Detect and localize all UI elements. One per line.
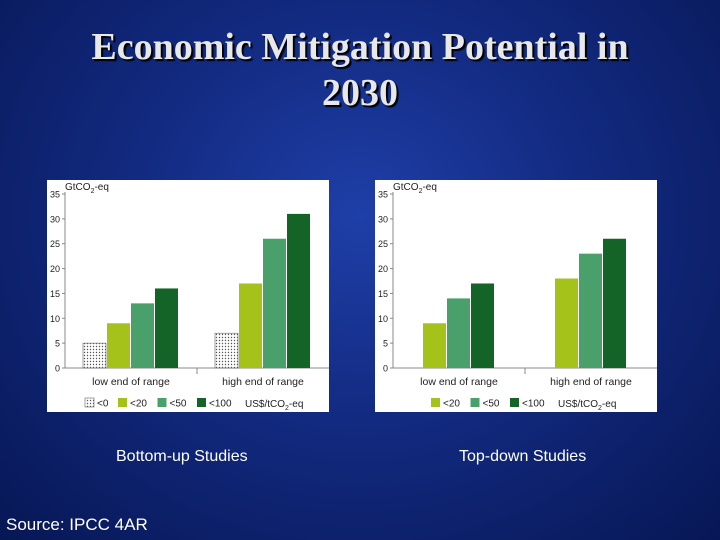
bar-lt0-high — [214, 332, 239, 369]
slide-title-line-2: 2030 — [322, 72, 398, 114]
y-tick-label: 25 — [378, 239, 388, 249]
bar-lt100-high — [287, 213, 310, 368]
legend-swatch-lt100 — [510, 398, 519, 407]
y-tick-label: 20 — [50, 264, 60, 274]
y-tick-label: 5 — [55, 339, 60, 349]
top-down-chart-panel: GtCO2-eq 0 5 10 15 20 25 30 35 low end of range hi… — [375, 180, 657, 412]
y-tick-label: 35 — [378, 190, 388, 200]
y-tick-label: 10 — [378, 314, 388, 324]
y-tick-label: 20 — [378, 264, 388, 274]
legend-swatch-lt50 — [470, 398, 480, 407]
bottom-up-caption: Bottom-up Studies — [116, 448, 248, 465]
y-tick-label: 30 — [50, 214, 60, 224]
legend-units-label: US$/tCO2-eq — [558, 399, 616, 412]
slide-title-line-1: Economic Mitigation Potential in — [91, 26, 629, 68]
legend-label-lt50: <50 — [483, 399, 500, 410]
x-category-label: low end of range — [420, 376, 498, 388]
bar-lt50-high — [263, 238, 286, 368]
legend-label-lt20: <20 — [443, 399, 460, 410]
y-tick-label: 30 — [378, 214, 388, 224]
y-tick-label: 5 — [383, 339, 388, 349]
legend-swatch-lt0 — [84, 397, 95, 408]
bottom-up-chart: GtCO2-eq 0 5 10 15 20 25 30 35 low end of range hi… — [50, 182, 329, 412]
y-tick-label: 35 — [50, 190, 60, 200]
legend-label-lt100: <100 — [209, 399, 232, 410]
y-tick-label: 15 — [50, 289, 60, 299]
bar-lt100-high — [603, 238, 626, 368]
legend-swatch-lt50 — [157, 398, 167, 407]
bar-lt50-high — [579, 253, 602, 368]
legend-label-lt50: <50 — [170, 399, 187, 410]
y-tick-label: 25 — [50, 239, 60, 249]
y-tick-label: 15 — [378, 289, 388, 299]
slide-title: Economic Mitigation Potential in 2030 — [40, 24, 680, 116]
top-down-caption: Top-down Studies — [459, 448, 587, 465]
legend-swatch-lt20 — [431, 398, 440, 407]
x-category-label: low end of range — [92, 376, 170, 388]
bar-lt100-low — [471, 283, 494, 368]
y-tick-label: 0 — [383, 364, 388, 374]
legend-units-label: US$/tCO2-eq — [245, 399, 303, 412]
bar-lt0-low — [82, 342, 107, 369]
bar-lt50-low — [131, 303, 154, 368]
x-category-label: high end of range — [550, 376, 632, 388]
bar-lt20-high — [239, 283, 262, 368]
y-axis-label: GtCO2-eq — [393, 182, 437, 195]
y-tick-label: 10 — [50, 314, 60, 324]
top-down-chart: GtCO2-eq 0 5 10 15 20 25 30 35 low end of range hi… — [378, 182, 657, 412]
y-axis-label: GtCO2-eq — [65, 182, 109, 195]
legend-label-lt20: <20 — [130, 399, 147, 410]
bar-lt100-low — [155, 288, 178, 368]
x-category-label: high end of range — [222, 376, 304, 388]
legend-swatch-lt20 — [118, 398, 127, 407]
legend-label-lt100: <100 — [522, 399, 545, 410]
bar-lt20-low — [423, 323, 446, 368]
bar-lt20-high — [555, 278, 578, 368]
bar-lt50-low — [447, 298, 470, 368]
legend-label-lt0: <0 — [97, 399, 109, 410]
bar-lt20-low — [107, 323, 130, 368]
legend-swatch-lt100 — [197, 398, 206, 407]
bottom-up-chart-panel: GtCO2-eq 0 5 10 15 20 25 30 35 low end of range hi… — [47, 180, 329, 412]
y-tick-label: 0 — [55, 364, 60, 374]
source-note: Source: IPCC 4AR — [6, 515, 148, 534]
